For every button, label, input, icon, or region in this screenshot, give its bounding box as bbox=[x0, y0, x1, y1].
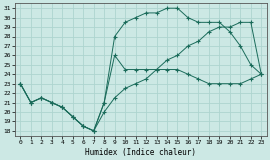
X-axis label: Humidex (Indice chaleur): Humidex (Indice chaleur) bbox=[85, 148, 196, 156]
